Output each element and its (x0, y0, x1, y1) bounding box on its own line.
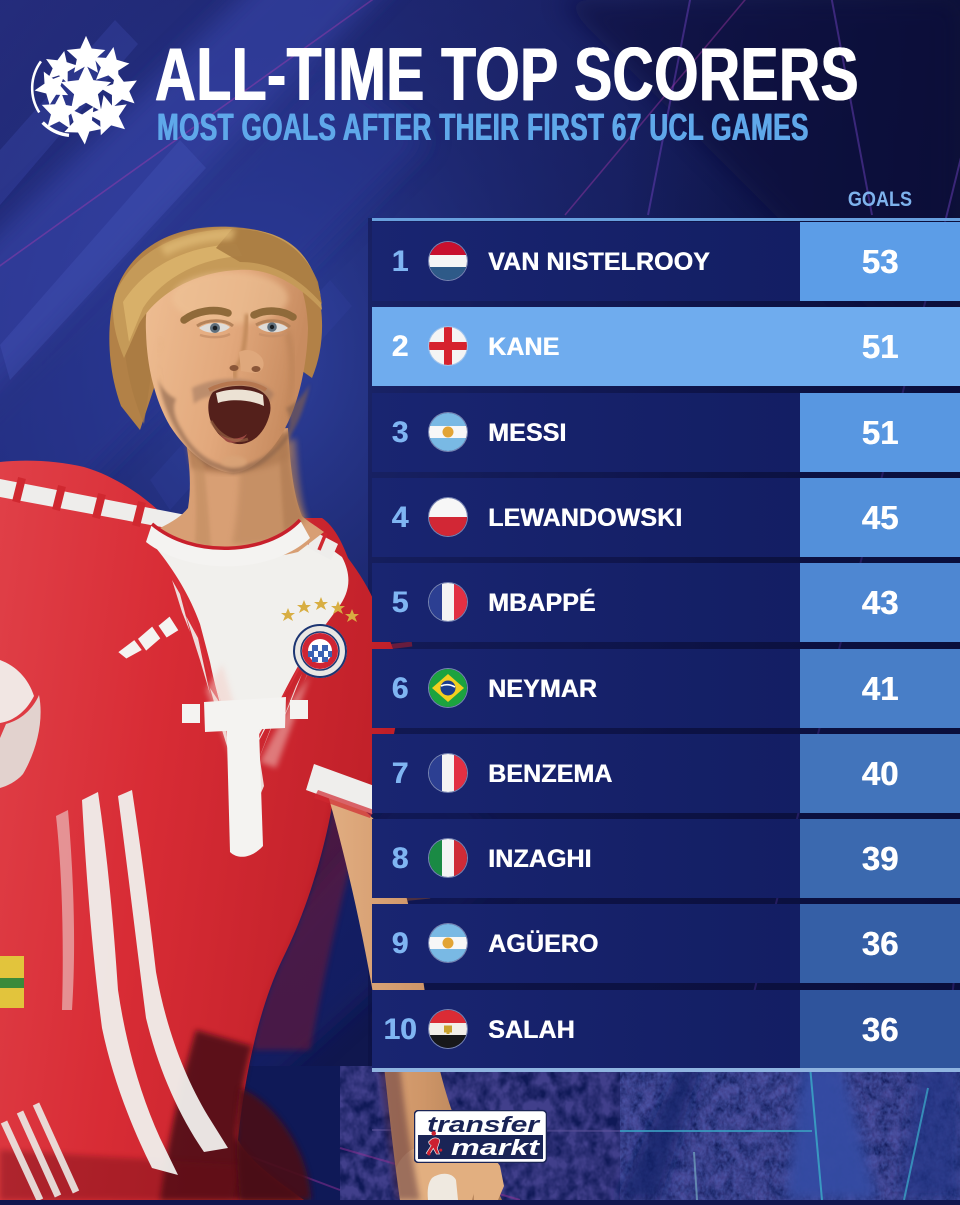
svg-text:transfer: transfer (427, 1112, 541, 1137)
svg-text:markt: markt (451, 1135, 541, 1160)
